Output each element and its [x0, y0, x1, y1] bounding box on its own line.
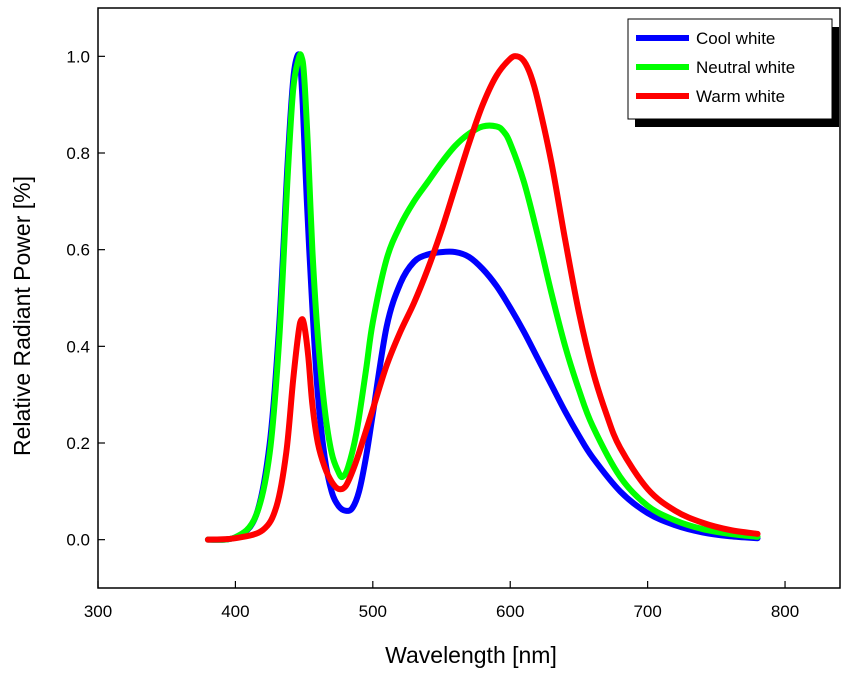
- y-axis-title: Relative Radiant Power [%]: [9, 176, 35, 456]
- y-tick-label: 0.6: [66, 241, 90, 260]
- x-tick-label: 400: [221, 602, 249, 621]
- y-tick-label: 0.2: [66, 434, 90, 453]
- series-lines: [204, 51, 761, 543]
- y-tick-label: 0.8: [66, 144, 90, 163]
- y-tick-label: 0.4: [66, 337, 90, 356]
- x-tick-label: 800: [771, 602, 799, 621]
- x-tick-label: 300: [84, 602, 112, 621]
- x-axis-title: Wavelength [nm]: [385, 642, 557, 668]
- legend: Cool white Neutral white Warm white: [627, 18, 839, 127]
- y-tick-label: 0.0: [66, 531, 90, 550]
- x-tick-label: 600: [496, 602, 524, 621]
- y-tick-label: 1.0: [66, 47, 90, 66]
- x-tick-label: 500: [359, 602, 387, 621]
- legend-label-warm-white: Warm white: [696, 87, 785, 106]
- legend-label-cool-white: Cool white: [696, 29, 775, 48]
- axes: 300 400 500 600 700 800 0.0 0.2 0.4 0.6 0.8 1.0: [66, 7, 841, 621]
- series-line-neutral-white: [204, 51, 761, 543]
- plot-frame: [97, 7, 841, 589]
- x-tick-label: 700: [633, 602, 661, 621]
- legend-label-neutral-white: Neutral white: [696, 58, 795, 77]
- series-line-warm-white: [204, 53, 761, 543]
